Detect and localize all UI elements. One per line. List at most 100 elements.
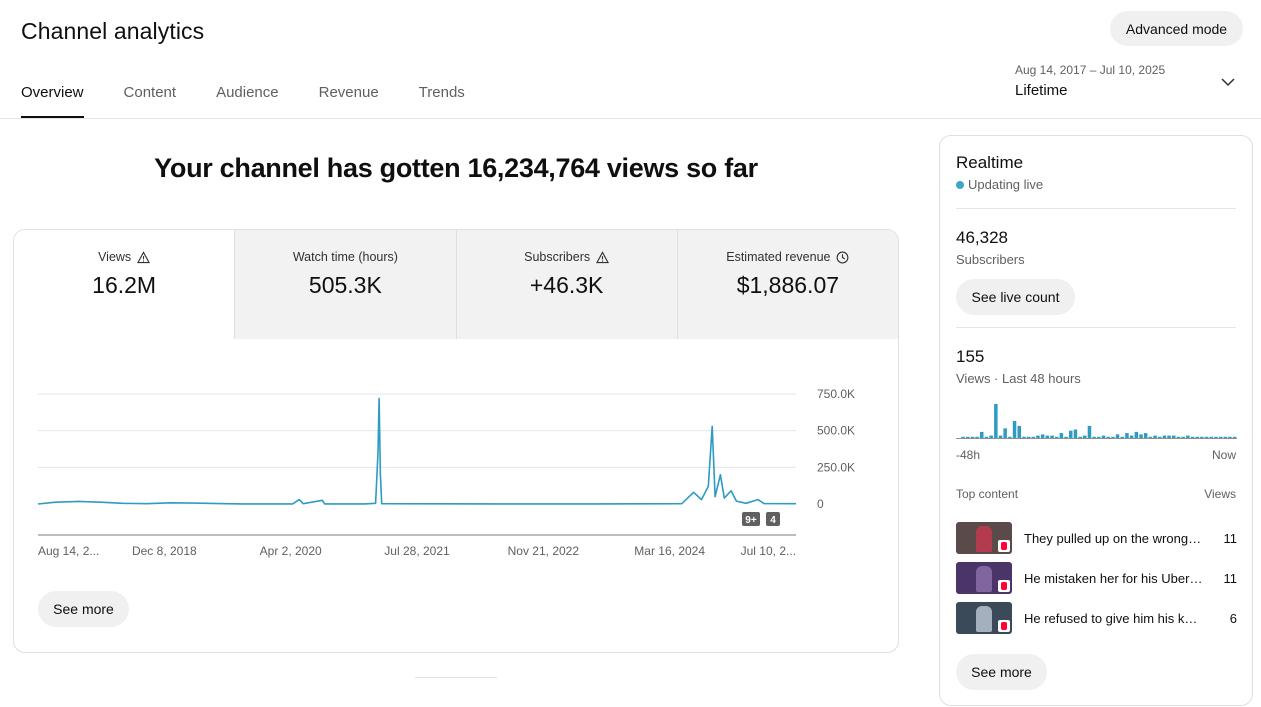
x-tick-label: Nov 21, 2022 [508,544,580,558]
y-tick-label: 250.0K [817,460,855,474]
top-content-title: He refused to give him his keys [1024,610,1205,626]
warning-icon [596,250,610,263]
mini-bar [994,404,998,438]
x-tick-label: Apr 2, 2020 [260,544,322,558]
metric-revenue-value: $1,886.07 [736,272,840,298]
metric-revenue[interactable]: Estimated revenue $1,886.07 [676,230,898,339]
mini-bar [1186,435,1190,438]
metric-views[interactable]: Views 16.2M [14,230,235,339]
top-content-title: They pulled up on the wrong guy [1024,530,1213,546]
mini-bar [1045,435,1050,438]
mini-bar [1214,436,1218,438]
chevron-down-icon [1221,78,1235,87]
date-range-picker[interactable]: Aug 14, 2017 – Jul 10, 2025 Lifetime [1015,63,1245,103]
scroll-indicator [415,677,497,678]
mini-bar [1181,436,1185,438]
clock-icon [837,251,849,263]
tabs-divider [0,118,1261,119]
mini-bar [1223,436,1228,438]
mini-bar [1148,436,1153,438]
mini-bar [1040,434,1045,438]
mini-bar [1012,421,1017,438]
mini-bar [961,436,965,438]
mini-bar [1195,436,1199,438]
annotation-label: 4 [770,515,776,526]
tab-trends[interactable]: Trends [418,84,465,101]
tab-bar: Overview Content Audience Revenue Trends [21,84,505,118]
mini-bar [989,435,993,438]
x-tick-label: Jul 28, 2021 [384,544,450,558]
mini-bar [970,436,975,438]
date-range-dates: Aug 14, 2017 – Jul 10, 2025 [1015,63,1166,77]
realtime-status: Updating live [956,177,1043,192]
video-thumbnail [956,562,1012,594]
annotation-badge [742,512,760,526]
realtime-views-bar-chart [956,404,1237,439]
mini-bar [1097,436,1101,438]
realtime-views-count: 155 [956,347,985,366]
metric-watch-time-label: Watch time (hours) [292,250,398,264]
views-line-chart: 750.0K 500.0K 250.0K 0 Aug 14, 2... Dec 8, 20… [37,387,855,558]
top-content-label: Top content [956,487,1019,501]
x-tick-label: Dec 8, 2018 [132,544,197,558]
tab-overview[interactable]: Overview [21,84,84,118]
mini-bar [1134,431,1139,438]
realtime-card: Realtime Updating live 46,328 Subscriber… [939,135,1253,706]
top-content-views: 11 [1223,530,1238,546]
mini-axis-start: -48h [956,448,981,462]
mini-bar [1153,435,1157,438]
top-content-views-label: Views [1204,487,1236,501]
see-more-button[interactable]: See more [38,591,129,627]
mini-axis-end: Now [1211,448,1236,462]
see-live-count-button[interactable]: See live count [956,279,1075,315]
live-dot-icon [956,180,964,189]
top-content-item[interactable]: He refused to give him his keys 6 [956,602,1237,634]
mini-bar [1218,436,1223,438]
mini-bar [1167,435,1171,438]
divider [956,327,1236,328]
mini-bar [966,436,970,438]
mini-bar [1059,433,1064,438]
top-content-header: Top content Views [956,487,1236,501]
mini-bar [1064,436,1068,438]
tab-content[interactable]: Content [123,84,177,101]
metric-views-value: 16.2M [92,272,157,298]
top-content-item[interactable]: He mistaken her for his Uber driver 11 [956,562,1237,594]
y-tick-label: 750.0K [817,387,855,401]
x-tick-label: Aug 14, 2... [38,544,99,558]
mini-bar [1026,436,1031,438]
metric-watch-time-value: 505.3K [308,272,382,298]
video-thumbnail [956,522,1012,554]
mini-bar [1120,436,1124,438]
mini-bar [1162,435,1167,438]
top-content-title: He mistaken her for his Uber driver [1024,570,1217,586]
mini-bar [1050,435,1054,438]
mini-bar [1115,434,1120,438]
mini-bar [1176,436,1181,438]
realtime-see-more-button[interactable]: See more [956,654,1047,690]
metric-subscribers-value: +46.3K [529,272,604,298]
mini-bar [1232,436,1237,438]
mini-bar [1008,436,1012,438]
mini-bar [980,431,984,438]
metric-watch-time[interactable]: Watch time (hours) 505.3K [234,230,456,339]
video-thumbnail [956,602,1012,634]
top-content-item[interactable]: They pulled up on the wrong guy 11 [956,522,1237,554]
top-content-views: 11 [1223,570,1238,586]
tab-revenue[interactable]: Revenue [318,84,379,101]
mini-bar [1228,436,1232,438]
metric-subscribers[interactable]: Subscribers +46.3K [455,230,677,339]
metric-revenue-label: Estimated revenue [726,250,831,264]
shorts-icon [998,620,1010,632]
tab-audience[interactable]: Audience [216,84,279,101]
mini-bar [1017,425,1021,438]
date-range-preset: Lifetime [1015,82,1068,99]
mini-bar [1022,436,1026,438]
realtime-title: Realtime [956,153,1024,172]
mini-bar [1055,436,1059,438]
mini-bar [1078,436,1082,438]
advanced-mode-button[interactable]: Advanced mode [1110,11,1243,46]
mini-bar [1200,436,1204,438]
shorts-icon [998,580,1010,592]
y-tick-label: 0 [817,497,824,511]
